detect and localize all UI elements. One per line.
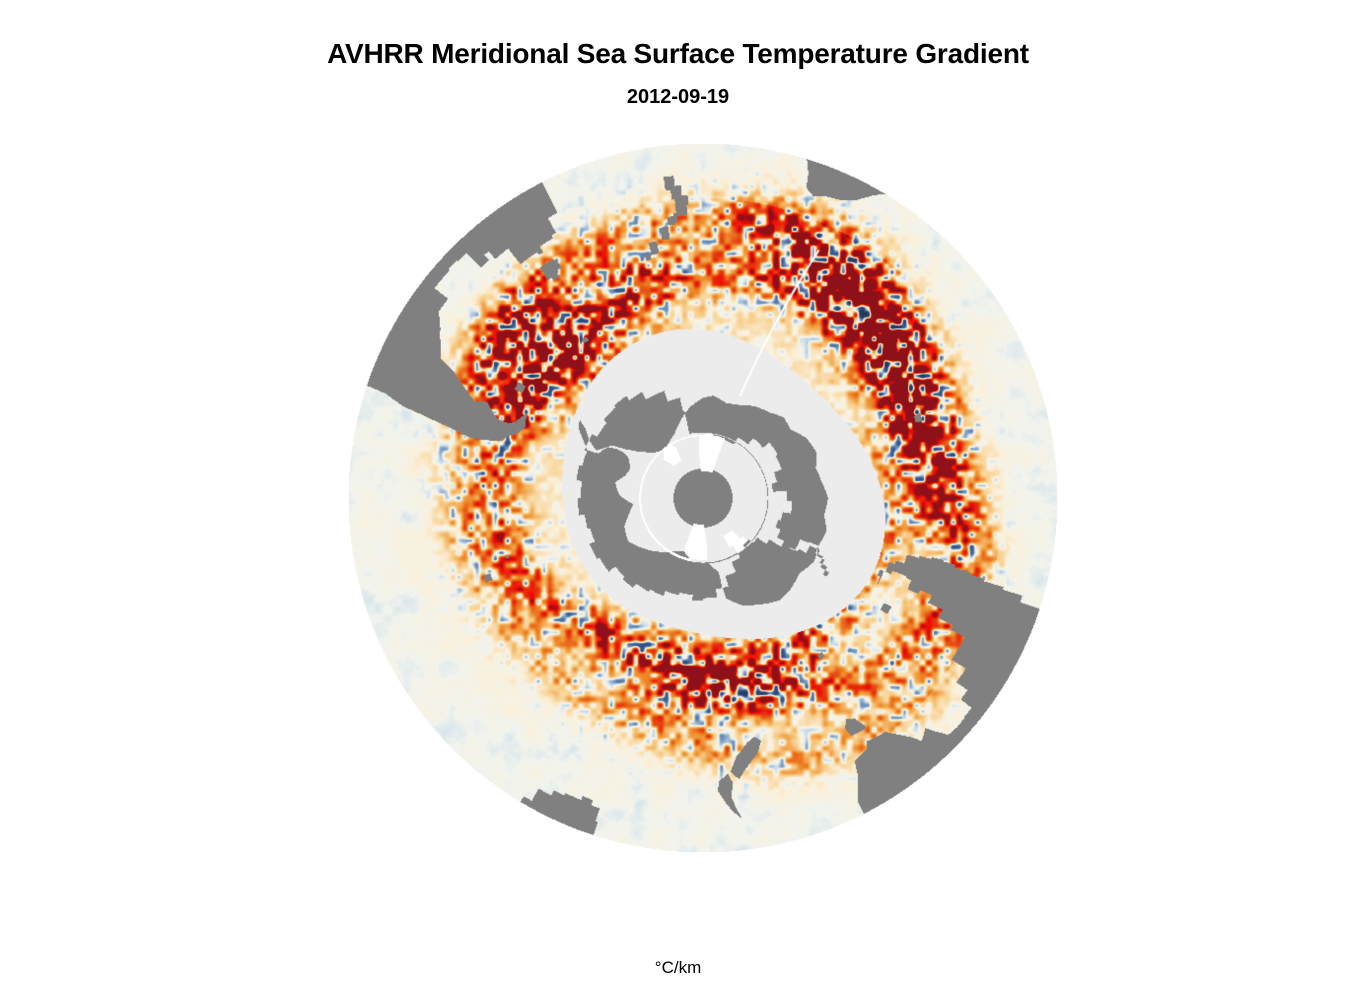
page-subtitle: 2012-09-19 bbox=[626, 86, 730, 108]
sst-gradient-raster bbox=[348, 143, 1058, 853]
page-title: AVHRR Meridional Sea Surface Temperature… bbox=[327, 38, 1029, 69]
colorbar-unit-label: °C/km bbox=[654, 958, 702, 977]
